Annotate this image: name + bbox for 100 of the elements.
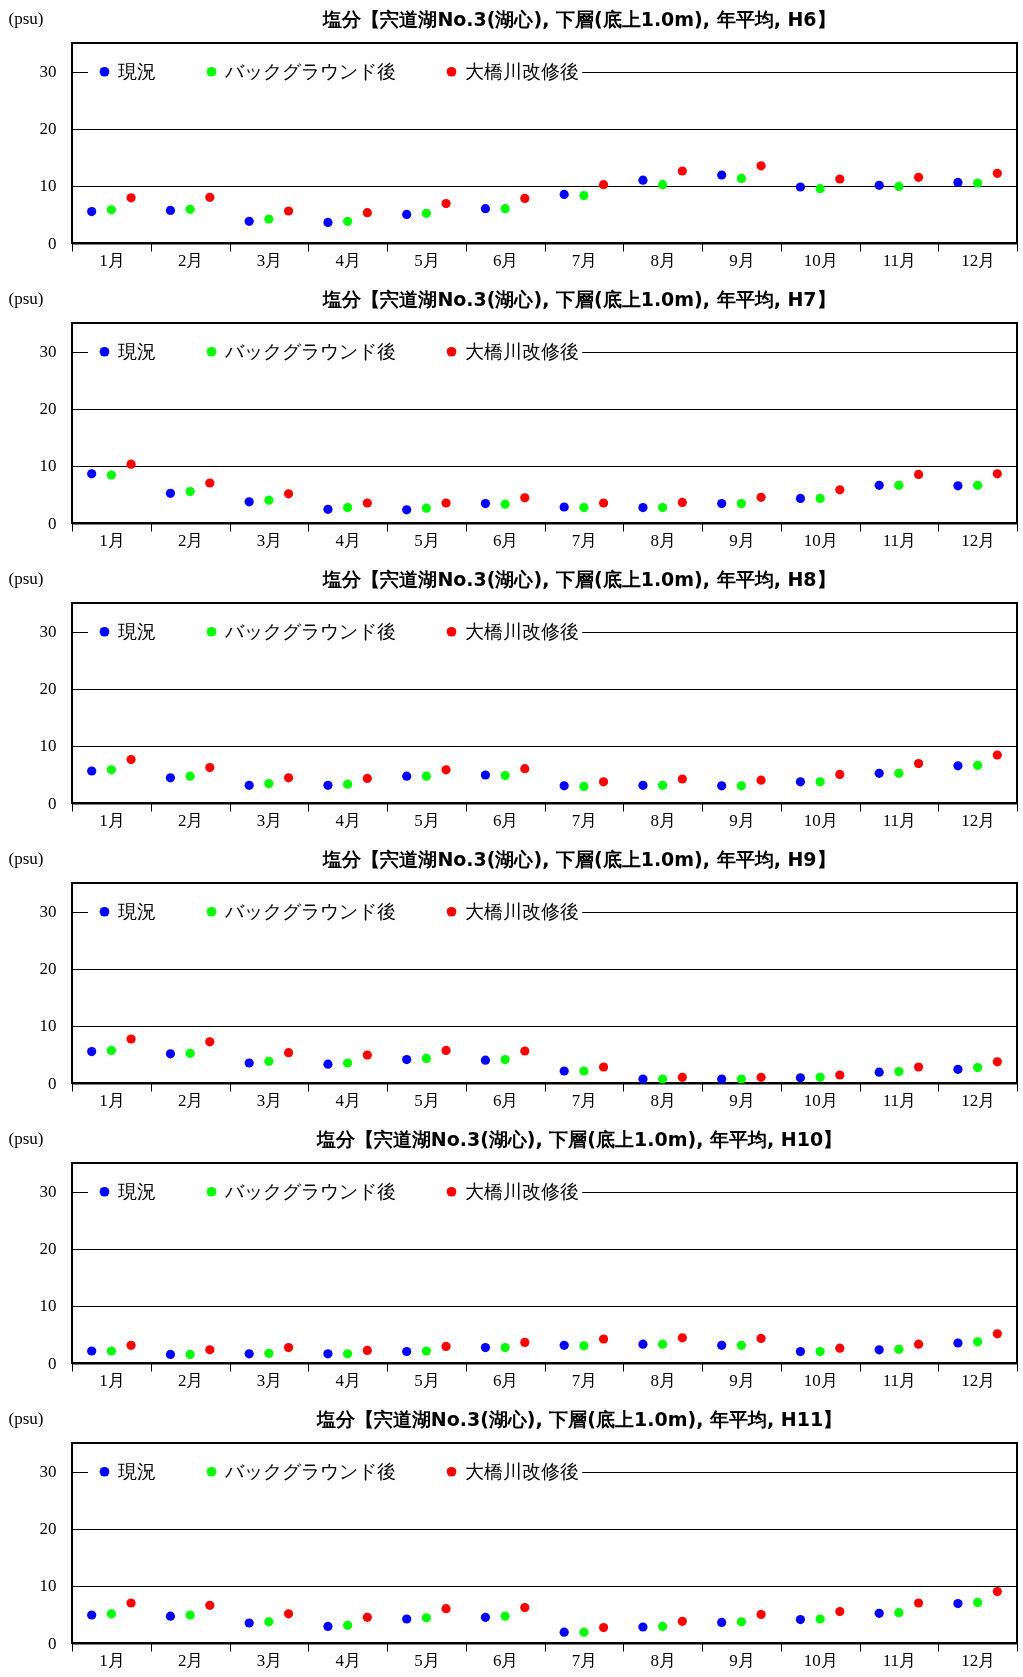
x-tick-label: 6月: [492, 1090, 519, 1110]
x-tick-label: 7月: [571, 1090, 598, 1110]
x-tick-label: 3月: [256, 1370, 283, 1390]
x-tick-label: 9月: [729, 810, 755, 830]
y-tick-label: 20: [39, 679, 57, 699]
legend-label: 大橋川改修後: [465, 340, 579, 362]
x-tick-label: 6月: [492, 530, 519, 550]
legend-label: 現況: [118, 1180, 156, 1202]
y-axis-title: (psu): [8, 568, 44, 588]
x-tick-label: 2月: [177, 810, 204, 830]
y-tick-label: 30: [39, 1462, 57, 1482]
y-tick-label: 0: [48, 1073, 57, 1093]
y-tick-label: 0: [48, 513, 57, 533]
x-tick-label: 7月: [571, 250, 598, 270]
chart-title: 塩分【宍道湖No.3(湖心), 下層(底上1.0m), 年平均, H10】: [316, 1127, 843, 1151]
x-tick-label: 6月: [492, 1650, 519, 1670]
y-tick-label: 0: [48, 233, 57, 253]
legend-label: 大橋川改修後: [465, 1460, 579, 1482]
x-tick-label: 9月: [729, 250, 755, 270]
x-tick-label: 5月: [414, 1370, 440, 1390]
x-tick-label: 12月: [961, 1650, 996, 1670]
x-tick-label: 11月: [882, 250, 917, 270]
legend-label: 現況: [118, 900, 156, 922]
x-tick-label: 6月: [492, 1370, 519, 1390]
y-axis-title: (psu): [8, 8, 44, 28]
legend-label: 現況: [118, 620, 156, 642]
x-tick-label: 3月: [256, 1090, 283, 1110]
y-tick-label: 20: [39, 399, 57, 419]
x-tick-label: 8月: [650, 1090, 676, 1110]
x-tick-label: 5月: [414, 250, 440, 270]
x-tick-label: 11月: [882, 1370, 917, 1390]
x-tick-label: 4月: [335, 810, 361, 830]
x-tick-label: 2月: [177, 1650, 204, 1670]
x-tick-label: 8月: [650, 1370, 676, 1390]
legend-label: 現況: [118, 340, 156, 362]
x-tick-label: 9月: [729, 1370, 755, 1390]
y-axis-title: (psu): [8, 288, 44, 308]
y-tick-label: 0: [48, 793, 57, 813]
y-tick-label: 10: [39, 736, 57, 756]
y-tick-label: 10: [39, 1576, 57, 1596]
x-tick-label: 12月: [961, 250, 996, 270]
x-tick-label: 4月: [335, 1650, 361, 1670]
x-tick-label: 1月: [99, 530, 125, 550]
x-tick-label: 6月: [492, 250, 519, 270]
x-tick-label: 12月: [961, 810, 996, 830]
y-tick-label: 10: [39, 456, 57, 476]
legend-label: バックグラウンド後: [224, 1180, 396, 1202]
y-tick-label: 20: [39, 119, 57, 139]
y-tick-label: 30: [39, 1182, 57, 1202]
y-axis-title: (psu): [8, 1128, 44, 1148]
y-axis-title: (psu): [8, 848, 44, 868]
x-tick-label: 1月: [99, 250, 125, 270]
x-tick-label: 12月: [961, 1090, 996, 1110]
chart-title: 塩分【宍道湖No.3(湖心), 下層(底上1.0m), 年平均, H11】: [316, 1407, 843, 1431]
x-tick-label: 2月: [177, 530, 204, 550]
x-tick-label: 11月: [882, 1650, 917, 1670]
x-tick-label: 7月: [571, 530, 598, 550]
x-tick-label: 12月: [961, 1370, 996, 1390]
x-tick-label: 2月: [177, 1090, 204, 1110]
x-tick-label: 4月: [335, 530, 361, 550]
legend-label: バックグラウンド後: [224, 900, 396, 922]
legend-label: 大橋川改修後: [465, 60, 579, 82]
x-tick-label: 2月: [177, 1370, 204, 1390]
y-tick-label: 10: [39, 1296, 57, 1316]
legend-label: 大橋川改修後: [465, 1180, 579, 1202]
y-tick-label: 30: [39, 902, 57, 922]
chart-title: 塩分【宍道湖No.3(湖心), 下層(底上1.0m), 年平均, H9】: [323, 847, 836, 871]
x-tick-label: 8月: [650, 250, 676, 270]
x-tick-label: 4月: [335, 250, 361, 270]
y-tick-label: 20: [39, 959, 57, 979]
x-tick-label: 3月: [256, 1650, 283, 1670]
x-tick-label: 3月: [256, 810, 283, 830]
x-tick-label: 11月: [882, 1090, 917, 1110]
x-tick-label: 10月: [803, 1650, 838, 1670]
y-tick-label: 20: [39, 1239, 57, 1259]
y-tick-label: 20: [39, 1519, 57, 1539]
y-tick-label: 10: [39, 1016, 57, 1036]
y-tick-label: 30: [39, 62, 57, 82]
x-tick-label: 1月: [99, 810, 125, 830]
legend-label: 現況: [118, 60, 156, 82]
x-tick-label: 3月: [256, 250, 283, 270]
x-tick-label: 1月: [99, 1090, 125, 1110]
x-tick-label: 10月: [803, 250, 838, 270]
y-tick-label: 30: [39, 622, 57, 642]
x-tick-label: 9月: [729, 1650, 755, 1670]
x-tick-label: 5月: [414, 1090, 440, 1110]
x-tick-label: 9月: [729, 1090, 755, 1110]
y-tick-label: 30: [39, 342, 57, 362]
x-tick-label: 4月: [335, 1370, 361, 1390]
legend-label: バックグラウンド後: [224, 340, 396, 362]
x-tick-label: 10月: [803, 1090, 838, 1110]
x-tick-label: 12月: [961, 530, 996, 550]
x-tick-label: 6月: [492, 810, 519, 830]
x-tick-label: 11月: [882, 810, 917, 830]
chart-title: 塩分【宍道湖No.3(湖心), 下層(底上1.0m), 年平均, H7】: [323, 287, 836, 311]
chart-title: 塩分【宍道湖No.3(湖心), 下層(底上1.0m), 年平均, H8】: [323, 567, 836, 591]
x-tick-label: 10月: [803, 810, 838, 830]
x-tick-label: 3月: [256, 530, 283, 550]
x-tick-label: 7月: [571, 1650, 598, 1670]
x-tick-label: 5月: [414, 1650, 440, 1670]
